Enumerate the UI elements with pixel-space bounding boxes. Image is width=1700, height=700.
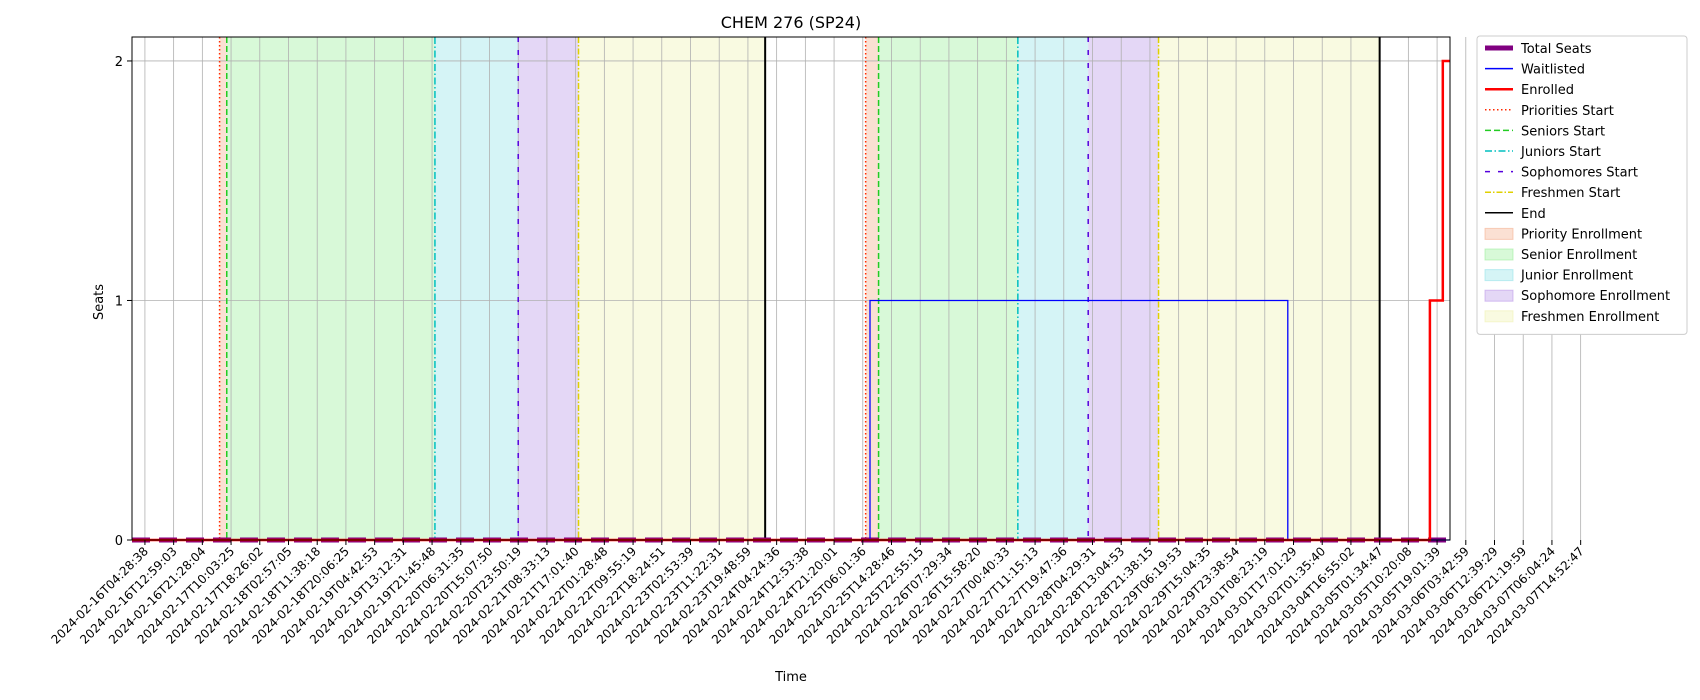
plot-frame bbox=[131, 36, 1451, 541]
legend-label: Seniors Start bbox=[1521, 124, 1605, 139]
legend-label: Enrolled bbox=[1521, 83, 1574, 98]
legend-label: End bbox=[1521, 207, 1546, 222]
y-tick-label: 1 bbox=[115, 294, 123, 309]
legend-label: Priorities Start bbox=[1521, 104, 1614, 119]
legend-label: Freshmen Start bbox=[1521, 186, 1620, 201]
period-band bbox=[219, 37, 227, 540]
x-axis-label: Time bbox=[774, 670, 807, 685]
y-ticks: 0 1 2 bbox=[115, 55, 132, 549]
legend-label: Senior Enrollment bbox=[1521, 248, 1637, 263]
y-tick-label: 0 bbox=[115, 534, 123, 549]
legend-swatch bbox=[1484, 310, 1514, 323]
legend-label: Sophomores Start bbox=[1521, 166, 1638, 181]
y-axis-label: Seats bbox=[92, 284, 107, 320]
period-band bbox=[1158, 37, 1380, 540]
legend: Total Seats Waitlisted Enrolled Priorities … bbox=[1476, 35, 1688, 335]
period-band bbox=[1088, 37, 1159, 540]
legend-box bbox=[1476, 35, 1688, 335]
legend-label: Juniors Start bbox=[1520, 145, 1601, 160]
legend-swatch bbox=[1484, 248, 1514, 261]
legend-label: Total Seats bbox=[1520, 42, 1592, 57]
y-tick-label: 2 bbox=[115, 55, 123, 70]
period-band bbox=[434, 37, 519, 540]
legend-label: Priority Enrollment bbox=[1521, 227, 1642, 242]
legend-swatch bbox=[1484, 269, 1514, 282]
period-band bbox=[518, 37, 579, 540]
legend-swatch bbox=[1484, 227, 1514, 240]
legend-label: Sophomore Enrollment bbox=[1521, 289, 1670, 304]
period-band bbox=[226, 37, 435, 540]
legend-label: Freshmen Enrollment bbox=[1521, 310, 1659, 325]
x-ticks: 2024-02-16T04:28:382024-02-16T12:59:0320… bbox=[49, 540, 1587, 647]
legend-swatch bbox=[1484, 289, 1514, 302]
period-bands bbox=[219, 37, 1380, 540]
legend-label: Junior Enrollment bbox=[1520, 269, 1633, 284]
chart-title: CHEM 276 (SP24) bbox=[721, 13, 861, 32]
legend-label: Waitlisted bbox=[1521, 63, 1585, 78]
period-markers bbox=[218, 37, 1381, 540]
period-band bbox=[578, 37, 766, 540]
period-band bbox=[878, 37, 1018, 540]
period-band bbox=[1017, 37, 1089, 540]
period-band bbox=[865, 37, 879, 540]
